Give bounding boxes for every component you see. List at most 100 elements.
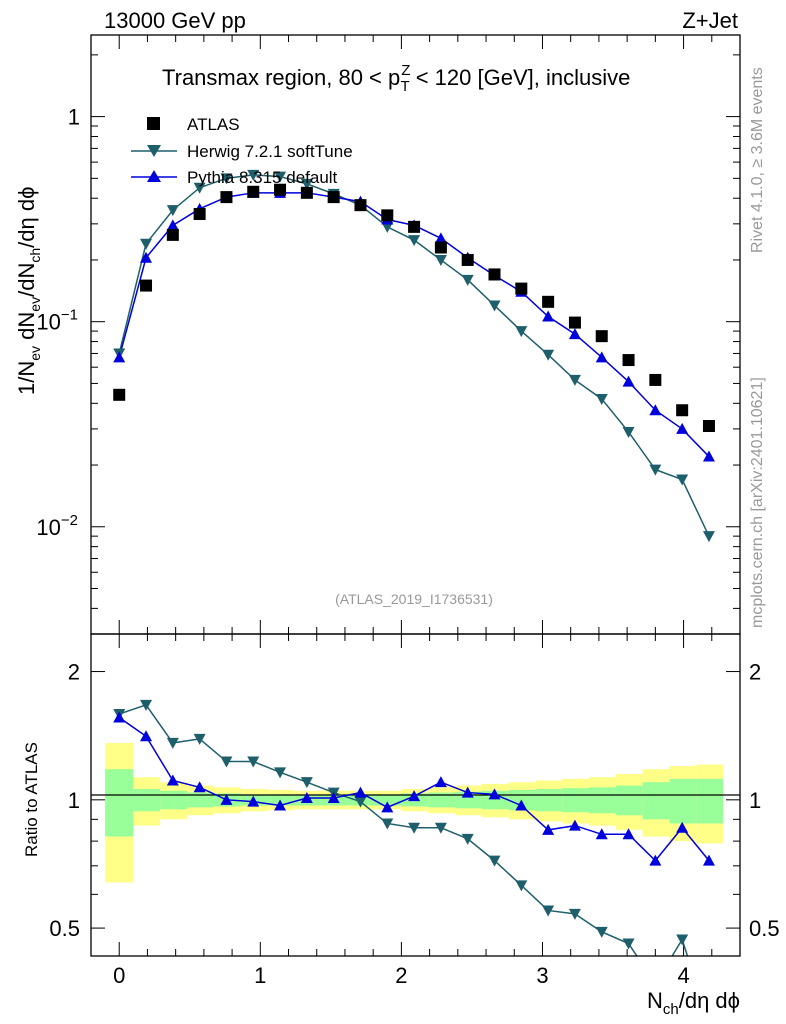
ratio-band-green [455, 791, 482, 809]
ratio-y-tick-label: 2 [68, 660, 80, 685]
ratio-pythia-point [568, 819, 581, 831]
header-process-label: Z+Jet [682, 8, 738, 33]
rivet-version-label: Rivet 4.1.0, ≥ 3.6M events [749, 67, 766, 253]
ratio-band-green [267, 794, 295, 806]
ratio-pythia-point [381, 801, 394, 813]
ratio-pythia-point [676, 821, 689, 833]
ratio-herwig-point [461, 833, 474, 845]
legend-marker-herwig [147, 145, 161, 157]
atlas-point [488, 268, 501, 281]
atlas-point [622, 354, 635, 367]
herwig-point [702, 531, 715, 543]
atlas-point [542, 295, 555, 308]
ratio-pythia-point [595, 828, 608, 840]
ratio-pythia-point [140, 730, 153, 742]
herwig-point [381, 221, 394, 233]
herwig-point [274, 171, 287, 183]
main-y-axis-label: 1/Nev dNev/dNch/dη dϕ [14, 187, 43, 395]
legend-label-herwig: Herwig 7.2.1 softTune [187, 142, 353, 161]
ratio-pythia-point [220, 793, 233, 805]
ratio-pythia-point [166, 774, 179, 786]
herwig-point [622, 426, 635, 438]
ratio-pythia-point [274, 799, 287, 811]
ratio-series-layer [113, 699, 715, 956]
atlas-point [113, 388, 126, 401]
x-tick-label: 2 [395, 963, 407, 988]
atlas-point [408, 220, 421, 233]
legend-marker-atlas [147, 117, 160, 130]
ratio-y-tick-label: 1 [68, 788, 80, 813]
herwig-point [408, 235, 421, 247]
ratio-herwig-point [247, 756, 260, 768]
ratio-band-green [374, 794, 402, 806]
ratio-herwig-point [542, 905, 555, 917]
ratio-pythia-point [247, 795, 260, 807]
herwig-point [220, 173, 233, 185]
atlas-point [327, 191, 340, 204]
ratio-band-green [669, 778, 697, 824]
atlas-point [140, 279, 153, 292]
pythia-point [542, 310, 555, 322]
ratio-y-tick-label-right: 0.5 [749, 916, 780, 941]
ratio-pythia-point [515, 799, 528, 811]
ratio-pythia-point [542, 823, 555, 835]
pythia-point [676, 422, 689, 434]
atlas-point [676, 404, 689, 417]
ratio-band-green [696, 778, 724, 824]
pythia-point [434, 232, 447, 244]
main-panel: 1 10−1 10−2 Transmax region, 80 < pZ T < 12… [14, 34, 741, 635]
ratio-herwig-point [274, 767, 287, 779]
ratio-band-green [615, 785, 643, 816]
ratio-pythia-point [300, 791, 313, 803]
x-tick-label: 4 [677, 963, 689, 988]
ratio-y-tick-label-right: 1 [749, 788, 761, 813]
herwig-point [595, 393, 608, 405]
ratio-band-green [562, 788, 590, 813]
main-series-layer [113, 169, 715, 543]
pythia-point [140, 251, 153, 263]
ratio-herwig-point [595, 926, 608, 938]
x-tick-label: 1 [254, 963, 266, 988]
ratio-band-green [535, 789, 563, 812]
ratio-herwig-point [622, 938, 635, 950]
x-tick-label: 0 [113, 963, 125, 988]
atlas-point [461, 253, 474, 266]
ratio-y-tick-label: 0.5 [49, 916, 80, 941]
atlas-point [193, 208, 206, 221]
ratio-pythia-point [354, 786, 367, 798]
ratio-band-green [160, 790, 187, 810]
herwig-point [166, 205, 179, 217]
ratio-band-green [589, 787, 616, 814]
ratio-band-green [186, 792, 214, 808]
herwig-point [247, 169, 260, 181]
header-energy-label: 13000 GeV pp [104, 8, 246, 33]
ratio-band-green [642, 782, 670, 820]
ratio-uncertainty-bands [105, 742, 724, 883]
herwig-point [568, 374, 581, 386]
ratio-herwig-point [140, 699, 153, 711]
ratio-pythia-point [434, 776, 447, 788]
ratio-herwig-point [568, 908, 581, 920]
atlas-point [381, 209, 394, 222]
ratio-herwig-point [381, 818, 394, 830]
ratio-pythia-point [488, 788, 501, 800]
ratio-pythia-point [327, 791, 340, 803]
herwig-point [649, 464, 662, 476]
x-tick-label: 3 [536, 963, 548, 988]
ratio-pythia-point [408, 790, 421, 802]
legend-label-pythia: Pythia 8.315 default [187, 168, 338, 187]
main-y-tick-label: 10−1 [36, 307, 78, 335]
analysis-tag: (ATLAS_2019_I1736531) [335, 591, 493, 607]
ratio-pythia-point [193, 781, 206, 793]
herwig-point [676, 474, 689, 486]
legend-marker-pythia [147, 170, 161, 182]
ratio-pythia-point [622, 828, 635, 840]
main-axis-ticks: 1 10−1 10−2 [36, 35, 740, 635]
ratio-line-herwig [118, 704, 689, 956]
pythia-point [702, 450, 715, 462]
atlas-point [274, 183, 287, 196]
legend: ATLAS Herwig 7.2.1 softTune Pythia 8.315… [131, 115, 353, 187]
herwig-point [488, 300, 501, 312]
ratio-band-green [428, 792, 456, 808]
